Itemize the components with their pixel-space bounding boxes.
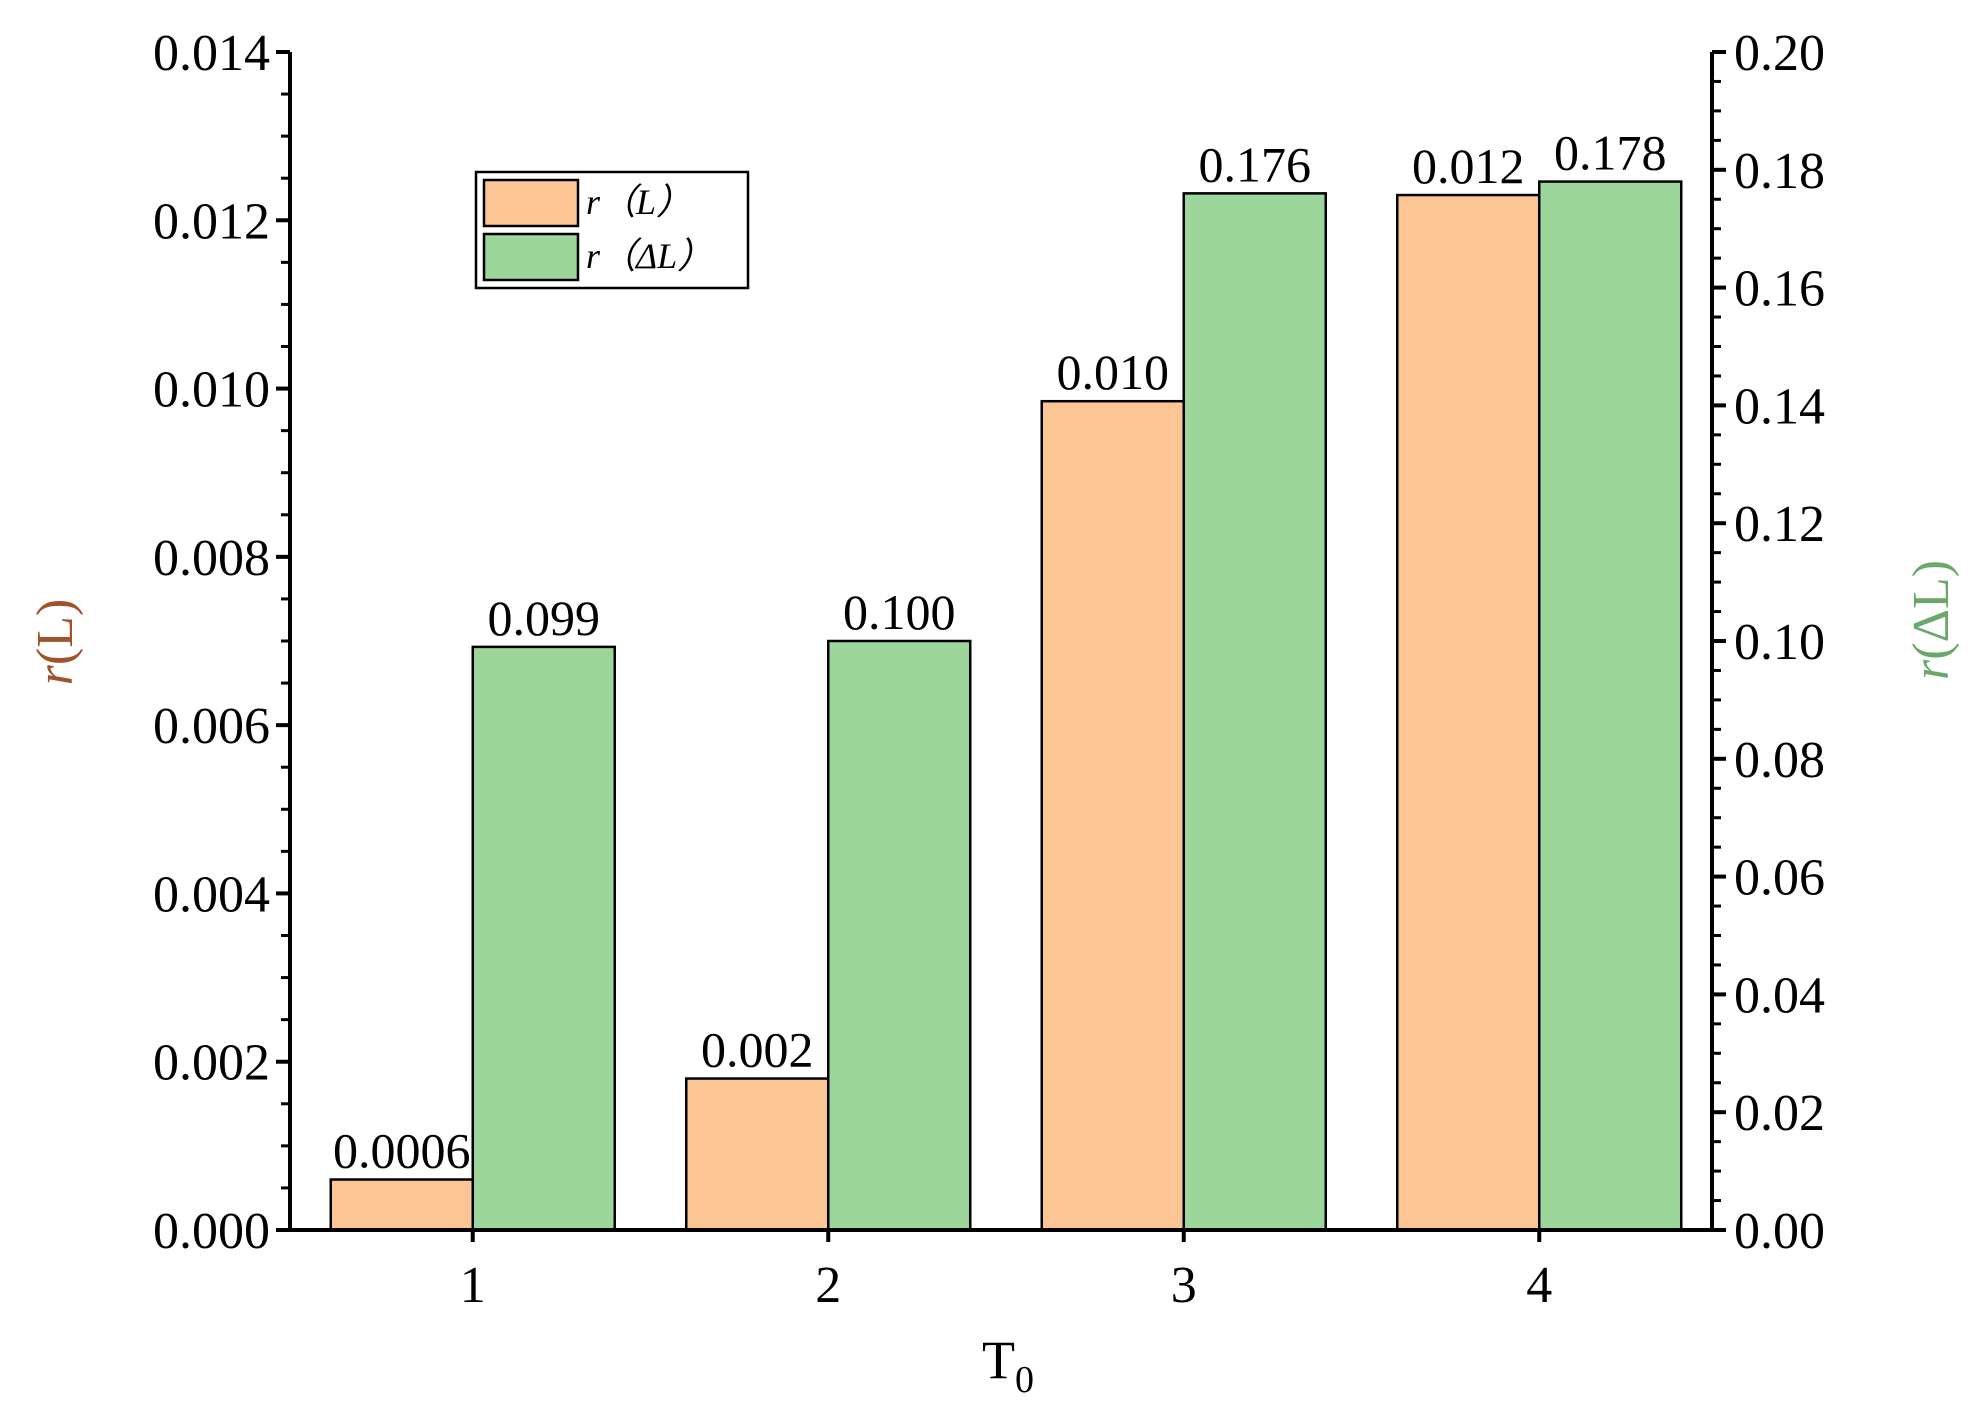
data-label-series1-cat4: 0.012 [1412, 138, 1525, 194]
right-tick-label: 0.14 [1734, 378, 1825, 435]
left-tick-label: 0.006 [153, 698, 270, 755]
left-tick-label: 0.008 [153, 530, 270, 587]
right-tick-label: 0.08 [1734, 732, 1825, 789]
data-label-series2-cat3: 0.176 [1199, 136, 1312, 192]
right-tick-label: 0.02 [1734, 1085, 1825, 1142]
left-tick-label: 0.004 [153, 866, 270, 923]
axes-layer: 0.0000.0020.0040.0060.0080.0100.0120.014… [27, 25, 1960, 1401]
x-tick-label: 1 [460, 1257, 486, 1314]
legend: r（L） r（ΔL） [474, 170, 750, 290]
bar-series2-cat4 [1538, 180, 1683, 1232]
left-tick-label: 0.010 [153, 362, 270, 419]
legend-label-1: r（L） [586, 182, 692, 222]
bar-series1-cat2 [685, 1077, 830, 1232]
bar-series1-cat4 [1396, 193, 1541, 1232]
data-label-series1-cat2: 0.002 [701, 1022, 814, 1078]
data-labels-layer: 0.0006 0.002 0.010 0.012 0.099 0.100 0.176 0.17… [333, 125, 1667, 1179]
right-axis-title: r(ΔL) [1903, 560, 1960, 680]
right-tick-label: 0.18 [1734, 143, 1825, 200]
x-axis-title: T0 [982, 1330, 1034, 1401]
right-tick-label: 0.20 [1734, 25, 1825, 82]
bar-series2-cat3 [1182, 192, 1327, 1232]
left-tick-label: 0.002 [153, 1035, 270, 1092]
left-tick-label: 0.014 [153, 25, 270, 82]
right-tick-label: 0.12 [1734, 496, 1825, 553]
left-axis-title: r(L) [27, 599, 84, 686]
legend-label-2: r（ΔL） [586, 236, 713, 276]
bar-series2-cat2 [827, 639, 972, 1232]
right-tick-label: 0.16 [1734, 261, 1825, 318]
right-tick-label: 0.04 [1734, 967, 1825, 1024]
data-label-series1-cat3: 0.010 [1057, 344, 1170, 400]
legend-swatch-2 [482, 232, 580, 282]
x-tick-label: 3 [1171, 1257, 1197, 1314]
data-label-series2-cat2: 0.100 [843, 584, 956, 640]
x-tick-label: 4 [1526, 1257, 1552, 1314]
x-tick-label: 2 [815, 1257, 841, 1314]
data-label-series1-cat1: 0.0006 [333, 1123, 471, 1179]
bar-series1-cat3 [1040, 399, 1185, 1232]
right-tick-label: 0.06 [1734, 850, 1825, 907]
right-tick-label: 0.00 [1734, 1203, 1825, 1260]
right-tick-label: 0.10 [1734, 614, 1825, 671]
left-tick-label: 0.000 [153, 1203, 270, 1260]
data-label-series2-cat1: 0.099 [488, 590, 601, 646]
left-tick-label: 0.012 [153, 193, 270, 250]
data-label-series2-cat4: 0.178 [1554, 125, 1667, 181]
legend-swatch-1 [482, 178, 580, 228]
bar-series2-cat1 [471, 645, 616, 1232]
bars-layer [329, 180, 1683, 1232]
bar-series1-cat1 [329, 1178, 474, 1232]
